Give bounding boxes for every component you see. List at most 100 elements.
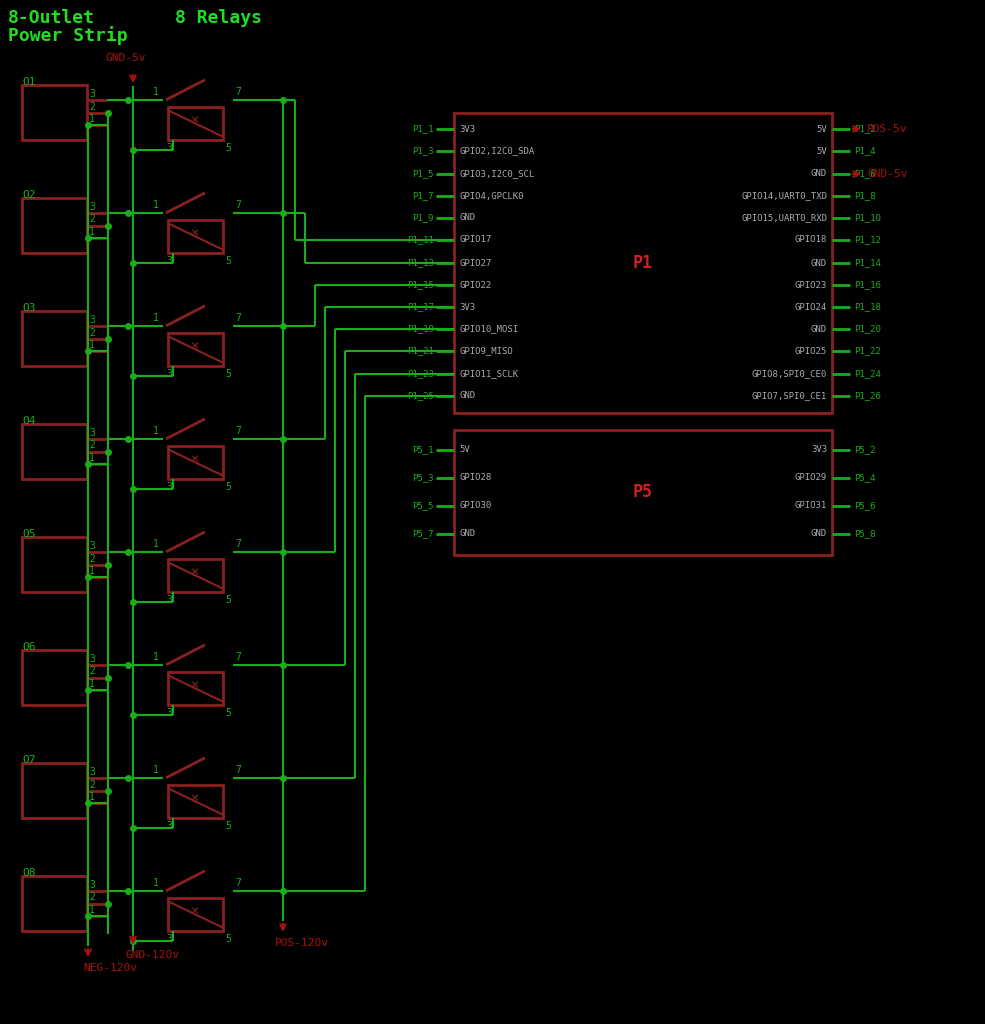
Bar — [168, 559, 223, 592]
Text: ×: × — [191, 114, 199, 127]
Text: 2: 2 — [89, 779, 95, 790]
Text: ×: × — [191, 453, 199, 466]
Text: 8 Relays: 8 Relays — [175, 9, 262, 27]
Text: GPIO27: GPIO27 — [459, 258, 492, 267]
Text: O8: O8 — [22, 868, 35, 878]
Text: P1_23: P1_23 — [407, 370, 434, 379]
Text: GPIO7,SPI0_CE1: GPIO7,SPI0_CE1 — [752, 391, 827, 400]
Bar — [454, 113, 832, 413]
Text: ×: × — [191, 792, 199, 805]
Bar — [22, 650, 87, 705]
Bar — [168, 106, 223, 140]
Text: 5: 5 — [225, 143, 230, 153]
Text: P5_6: P5_6 — [854, 502, 876, 511]
Text: 1: 1 — [89, 227, 95, 238]
Text: 3: 3 — [89, 767, 95, 777]
Text: O6: O6 — [22, 642, 35, 652]
Text: 5: 5 — [225, 369, 230, 379]
Text: 1: 1 — [89, 679, 95, 689]
Text: P1_14: P1_14 — [854, 258, 881, 267]
Text: GPIO24: GPIO24 — [795, 302, 827, 311]
Text: 1: 1 — [89, 793, 95, 802]
Text: 7: 7 — [235, 200, 241, 210]
Text: P1_3: P1_3 — [413, 146, 434, 156]
Text: P1_13: P1_13 — [407, 258, 434, 267]
Text: ×: × — [191, 565, 199, 580]
Text: P1_11: P1_11 — [407, 236, 434, 245]
Text: 2: 2 — [89, 328, 95, 338]
Text: O4: O4 — [22, 416, 35, 426]
Text: GPIO9_MISO: GPIO9_MISO — [459, 346, 513, 355]
Text: P1_22: P1_22 — [854, 346, 881, 355]
Text: 3: 3 — [89, 314, 95, 325]
Text: O3: O3 — [22, 303, 35, 313]
Bar — [454, 430, 832, 555]
Text: 7: 7 — [235, 87, 241, 97]
Text: P1_26: P1_26 — [854, 391, 881, 400]
Text: O2: O2 — [22, 190, 35, 200]
Text: P5_8: P5_8 — [854, 529, 876, 539]
Text: GND-120v: GND-120v — [125, 950, 179, 961]
Text: GND: GND — [459, 213, 475, 222]
Text: 2: 2 — [89, 667, 95, 677]
Text: 1: 1 — [153, 426, 159, 436]
Text: GND: GND — [811, 170, 827, 178]
Bar — [168, 898, 223, 931]
Text: 7: 7 — [235, 426, 241, 436]
Text: ×: × — [191, 339, 199, 353]
Text: 2: 2 — [89, 101, 95, 112]
Text: P1_9: P1_9 — [413, 213, 434, 222]
Text: P1_21: P1_21 — [407, 346, 434, 355]
Text: P1: P1 — [633, 254, 653, 272]
Text: POS-5v: POS-5v — [867, 124, 907, 134]
Text: O1: O1 — [22, 77, 35, 87]
Text: ×: × — [191, 226, 199, 241]
Text: GND-5v: GND-5v — [867, 169, 907, 179]
Text: 7: 7 — [235, 313, 241, 323]
Text: 1: 1 — [153, 539, 159, 549]
Text: 3: 3 — [89, 89, 95, 99]
Text: GPIO31: GPIO31 — [795, 502, 827, 511]
Text: GPIO10_MOSI: GPIO10_MOSI — [459, 325, 518, 334]
Text: 3: 3 — [89, 541, 95, 551]
Text: 1: 1 — [89, 905, 95, 915]
Text: 1: 1 — [89, 340, 95, 350]
Text: P1_24: P1_24 — [854, 370, 881, 379]
Text: 3: 3 — [166, 143, 171, 153]
Text: 7: 7 — [235, 539, 241, 549]
Text: 3: 3 — [166, 482, 171, 492]
Text: P5_1: P5_1 — [413, 445, 434, 455]
Text: 5V: 5V — [459, 445, 470, 455]
Text: 3V3: 3V3 — [459, 302, 475, 311]
Text: 2: 2 — [89, 893, 95, 902]
Text: O5: O5 — [22, 529, 35, 539]
Text: 5: 5 — [225, 256, 230, 266]
Text: P1_19: P1_19 — [407, 325, 434, 334]
Bar — [22, 311, 87, 366]
Text: 7: 7 — [235, 878, 241, 888]
Text: 5: 5 — [225, 595, 230, 605]
Text: GND: GND — [811, 325, 827, 334]
Text: GPIO30: GPIO30 — [459, 502, 492, 511]
Text: P1_2: P1_2 — [854, 125, 876, 133]
Text: 3: 3 — [166, 934, 171, 944]
Text: GPIO2,I2C0_SDA: GPIO2,I2C0_SDA — [459, 146, 534, 156]
Text: 5: 5 — [225, 708, 230, 718]
Bar — [22, 85, 87, 140]
Text: P1_15: P1_15 — [407, 281, 434, 290]
Text: P1_25: P1_25 — [407, 391, 434, 400]
Bar — [22, 876, 87, 931]
Bar — [168, 220, 223, 253]
Text: 5: 5 — [225, 482, 230, 492]
Text: P1_5: P1_5 — [413, 170, 434, 178]
Text: P1_1: P1_1 — [413, 125, 434, 133]
Text: P5_3: P5_3 — [413, 473, 434, 482]
Text: P1_8: P1_8 — [854, 191, 876, 201]
Text: GND: GND — [811, 258, 827, 267]
Text: 3: 3 — [166, 595, 171, 605]
Text: 3V3: 3V3 — [811, 445, 827, 455]
Text: 1: 1 — [153, 313, 159, 323]
Text: P5_4: P5_4 — [854, 473, 876, 482]
Text: P1_6: P1_6 — [854, 170, 876, 178]
Text: 2: 2 — [89, 214, 95, 224]
